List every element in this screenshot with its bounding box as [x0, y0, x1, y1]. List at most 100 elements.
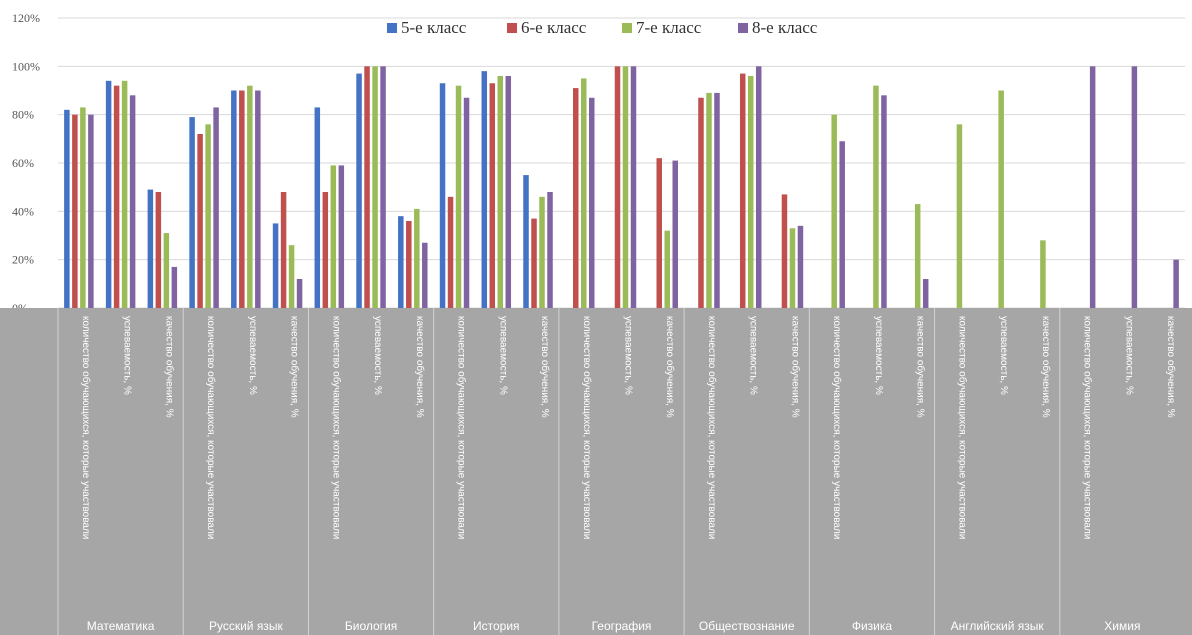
metric-label: успеваемость, %: [122, 316, 133, 395]
metric-label: успеваемость, %: [247, 316, 258, 395]
bar: [213, 107, 219, 309]
metric-label: успеваемость, %: [623, 316, 634, 395]
bar: [155, 192, 162, 308]
metric-label: качество обучения, %: [1165, 316, 1177, 418]
metric-label: количество обучающихся, которые участвов…: [456, 316, 468, 539]
category-label: Биология: [345, 619, 397, 633]
bar: [414, 208, 420, 308]
legend-label: 8-е класс: [752, 18, 818, 37]
bar: [247, 85, 253, 309]
category-label: Английский язык: [951, 619, 1045, 633]
bar: [1089, 66, 1096, 308]
bar: [197, 134, 203, 308]
bar: [239, 90, 245, 308]
bar: [547, 192, 553, 308]
legend: 5-е класс 6-е класс 7-е класс 8-е класс: [387, 18, 818, 37]
bar: [630, 66, 637, 308]
bar: [406, 221, 412, 308]
bar: [129, 95, 136, 308]
bar: [781, 194, 788, 308]
metric-label: качество обучения, %: [664, 316, 676, 418]
bar: [747, 76, 754, 308]
metric-label: успеваемость, %: [748, 316, 759, 395]
metric-label: успеваемость, %: [873, 316, 884, 395]
bar: [998, 90, 1004, 308]
bar: [497, 76, 504, 308]
bar: [288, 245, 295, 308]
bar: [171, 266, 178, 308]
bar: [105, 80, 112, 308]
bar: [739, 73, 746, 308]
bar: [1131, 66, 1138, 308]
metric-label: успеваемость, %: [497, 316, 508, 395]
bar: [1040, 240, 1046, 308]
bar: [356, 73, 362, 308]
bar: [706, 92, 712, 309]
bar: [380, 66, 386, 308]
bar: [881, 95, 887, 308]
bar: [231, 90, 237, 308]
bar: [163, 233, 170, 308]
bar: [614, 66, 621, 308]
bar: [439, 83, 446, 308]
legend-swatch: [507, 23, 517, 33]
bar: [72, 114, 78, 309]
metric-label: количество обучающихся, которые участвов…: [706, 316, 718, 539]
bar: [505, 76, 512, 308]
bar: [622, 66, 629, 308]
metric-label: качество обучения, %: [539, 316, 551, 418]
legend-swatch: [738, 23, 748, 33]
bar: [789, 228, 796, 308]
bar: [64, 109, 70, 308]
y-tick-label: 120%: [12, 11, 40, 25]
metric-label: успеваемость, %: [1123, 316, 1134, 395]
metric-label: количество обучающихся, которые участвов…: [956, 316, 968, 539]
metric-label: качество обучения, %: [163, 316, 175, 418]
bar: [447, 196, 454, 308]
metric-label: качество обучения, %: [1040, 316, 1052, 418]
bar: [481, 71, 488, 309]
bar: [573, 88, 579, 308]
bars: [64, 66, 1179, 309]
bar: [113, 85, 120, 309]
bar: [338, 165, 345, 308]
bar: [255, 90, 261, 308]
bar: [922, 279, 929, 308]
metric-label: успеваемость, %: [372, 316, 383, 395]
bar: [589, 97, 595, 308]
legend-swatch: [387, 23, 397, 33]
metric-label: количество обучающихся, которые участвов…: [1082, 316, 1094, 539]
legend-label: 6-е класс: [521, 18, 587, 37]
bar: [839, 141, 845, 308]
y-tick-label: 80%: [12, 108, 34, 122]
y-tick-label: 100%: [12, 59, 40, 73]
category-label: Математика: [87, 619, 155, 633]
metric-label: количество обучающихся, которые участвов…: [831, 316, 843, 539]
bar: [489, 83, 496, 308]
metric-label: успеваемость, %: [998, 316, 1009, 395]
category-label: История: [473, 619, 520, 633]
metric-label: качество обучения, %: [915, 316, 927, 418]
bar: [314, 107, 321, 309]
bar: [189, 117, 195, 308]
category-label: География: [592, 619, 652, 633]
bar: [523, 175, 529, 308]
bar: [296, 279, 303, 308]
legend-label: 5-е класс: [401, 18, 467, 37]
bar: [914, 204, 921, 308]
bar: [280, 192, 287, 308]
bar: [121, 80, 128, 308]
metric-label: качество обучения, %: [289, 316, 301, 418]
bar: [581, 78, 587, 309]
bar: [272, 223, 279, 308]
bar: [531, 218, 537, 308]
legend-label: 7-е класс: [636, 18, 702, 37]
bar: [364, 66, 370, 308]
bar: [664, 230, 670, 308]
bar: [463, 97, 470, 308]
y-tick-label: 60%: [12, 156, 34, 170]
bar: [147, 189, 154, 308]
metric-label: количество обучающихся, которые участвов…: [330, 316, 342, 539]
category-label: Физика: [852, 619, 893, 633]
